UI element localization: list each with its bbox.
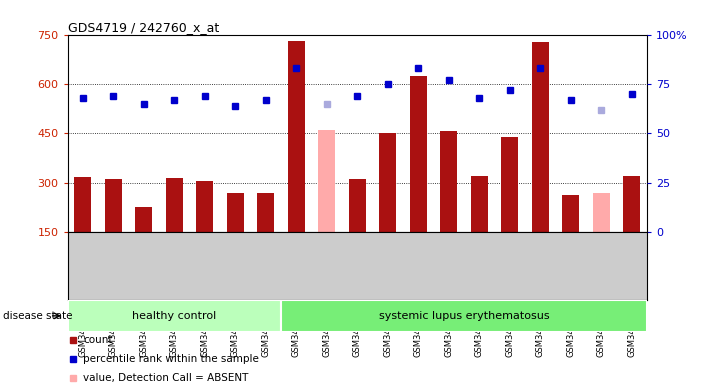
Bar <box>68 300 281 332</box>
Bar <box>624 175 640 232</box>
Text: percentile rank within the sample: percentile rank within the sample <box>83 354 259 364</box>
Bar <box>227 194 244 232</box>
Bar <box>593 194 609 232</box>
Bar <box>410 76 427 232</box>
Bar <box>196 181 213 232</box>
Bar <box>288 41 305 232</box>
Bar <box>562 195 579 232</box>
Bar <box>532 42 549 232</box>
Text: count: count <box>83 335 112 345</box>
Bar <box>75 177 91 232</box>
Bar <box>440 131 457 232</box>
Bar <box>257 194 274 232</box>
Bar <box>105 179 122 232</box>
Text: disease state: disease state <box>3 311 73 321</box>
Text: healthy control: healthy control <box>132 311 216 321</box>
Bar <box>281 300 647 332</box>
Bar <box>319 130 335 232</box>
Bar <box>349 179 365 232</box>
Text: systemic lupus erythematosus: systemic lupus erythematosus <box>379 311 550 321</box>
Bar <box>471 175 488 232</box>
Bar <box>135 207 152 232</box>
Bar <box>501 137 518 232</box>
Text: GDS4719 / 242760_x_at: GDS4719 / 242760_x_at <box>68 21 219 34</box>
Text: value, Detection Call = ABSENT: value, Detection Call = ABSENT <box>83 373 249 383</box>
Bar <box>166 178 183 232</box>
Bar <box>380 134 396 232</box>
